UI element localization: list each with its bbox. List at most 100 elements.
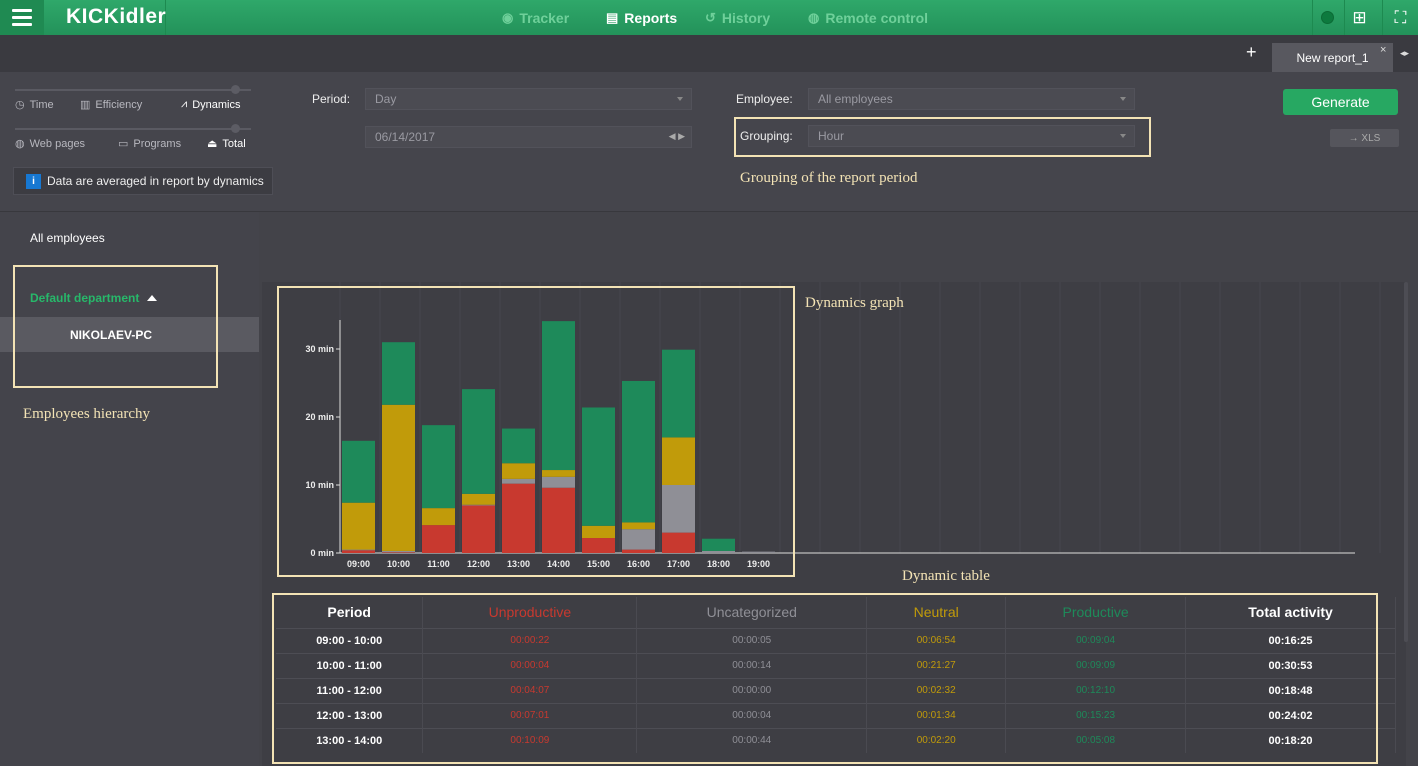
employee-select[interactable]: All employees — [808, 88, 1135, 110]
logo-area — [44, 0, 166, 35]
add-tab-button[interactable]: + — [1246, 42, 1257, 62]
bar-segment-productive[interactable] — [702, 538, 735, 551]
bar-segment-uncategorized[interactable] — [702, 550, 735, 553]
tree-department[interactable]: Default department — [30, 291, 158, 305]
bar-segment-productive[interactable] — [422, 425, 455, 509]
bar-segment-uncategorized[interactable] — [462, 504, 495, 506]
tree-root-all-employees[interactable]: All employees — [30, 231, 105, 245]
nav-history[interactable]: ↺ History — [705, 9, 771, 26]
tab-new-report[interactable]: New report_1 — [1272, 43, 1393, 72]
bar-segment-uncategorized[interactable] — [662, 485, 695, 533]
table-row[interactable]: 10:00 - 11:00 00:00:04 00:00:14 00:21:27 00:… — [276, 652, 1396, 678]
bar-segment-uncategorized[interactable] — [382, 550, 415, 553]
table-row[interactable]: 11:00 - 12:00 00:04:07 00:00:00 00:02:32 00:… — [276, 677, 1396, 703]
table-annotation: Dynamic table — [902, 568, 990, 584]
table-row[interactable]: 13:00 - 14:00 00:10:09 00:00:44 00:02:20 00:… — [276, 727, 1396, 753]
table-cell: 00:09:04 — [1005, 627, 1187, 653]
bar-segment-productive[interactable] — [502, 428, 535, 464]
report-type-dynamics[interactable]: ⩘ Dynamics — [181, 98, 241, 111]
bar-segment-unproductive[interactable] — [622, 549, 655, 553]
report-type-time[interactable]: ◷ Time — [15, 98, 54, 112]
bar-segment-neutral[interactable] — [662, 437, 695, 485]
bar-segment-productive[interactable] — [462, 389, 495, 494]
report-type-efficiency[interactable]: ▥ Efficiency — [80, 98, 143, 112]
nav-tracker[interactable]: ◉ Tracker — [502, 9, 570, 26]
bar-segment-uncategorized[interactable] — [502, 478, 535, 484]
table-row[interactable]: 12:00 - 13:00 00:07:01 00:00:04 00:01:34 00:… — [276, 702, 1396, 728]
table-header-period[interactable]: Period — [276, 597, 424, 628]
bar-segment-unproductive[interactable] — [502, 483, 535, 553]
hierarchy-annotation-box — [13, 265, 218, 388]
y-tick-label: 10 min — [305, 480, 334, 490]
bar-segment-unproductive[interactable] — [342, 550, 375, 553]
close-tab-icon[interactable]: × — [1380, 44, 1387, 56]
table-header-total-activity[interactable]: Total activity — [1185, 597, 1396, 628]
data-type-total[interactable]: ⏏ Total — [207, 137, 246, 151]
bar-segment-uncategorized[interactable] — [622, 529, 655, 550]
bar-segment-productive[interactable] — [662, 349, 695, 438]
generate-button[interactable]: Generate — [1283, 89, 1398, 115]
averaging-info-note: i Data are averaged in report by dynamics — [13, 167, 273, 195]
y-tick-label: 30 min — [305, 344, 334, 354]
bar-segment-neutral[interactable] — [342, 502, 375, 550]
table-header-neutral[interactable]: Neutral — [866, 597, 1007, 628]
table-cell: 00:00:44 — [636, 727, 868, 753]
table-cell: 00:00:22 — [422, 627, 638, 653]
table-cell: 00:18:48 — [1185, 677, 1396, 703]
menu-icon[interactable] — [0, 0, 44, 35]
data-type-slider-knob[interactable] — [231, 124, 240, 133]
bar-segment-neutral[interactable] — [422, 508, 455, 526]
bar-segment-unproductive[interactable] — [542, 487, 575, 553]
table-cell: 00:05:08 — [1005, 727, 1187, 753]
bar-segment-productive[interactable] — [382, 342, 415, 405]
collapse-triangle-icon[interactable] — [147, 295, 158, 301]
nav-reports[interactable]: ▤ Reports — [606, 9, 678, 26]
data-type-web-pages[interactable]: ◍ Web pages — [15, 137, 86, 151]
bar-segment-productive[interactable] — [582, 407, 615, 526]
bar-segment-neutral[interactable] — [542, 470, 575, 477]
document-icon: ▤ — [606, 9, 619, 25]
table-cell: 13:00 - 14:00 — [276, 727, 424, 753]
table-header-unproductive[interactable]: Unproductive — [422, 597, 638, 628]
x-tick-label: 13:00 — [507, 559, 530, 569]
bar-segment-neutral[interactable] — [582, 525, 615, 539]
bar-segment-productive[interactable] — [622, 380, 655, 523]
table-header-uncategorized[interactable]: Uncategorized — [636, 597, 868, 628]
dynamics-chart: 0 min 10 min 20 min 30 min 09:00 10:00 11:00 12… — [305, 282, 1381, 569]
bar-segment-unproductive[interactable] — [422, 525, 455, 553]
bar-segment-uncategorized[interactable] — [742, 551, 775, 553]
bar-segment-unproductive[interactable] — [582, 538, 615, 553]
bar-segment-unproductive[interactable] — [662, 532, 695, 553]
bar-segment-productive[interactable] — [542, 321, 575, 471]
bar-segment-neutral[interactable] — [382, 404, 415, 551]
grouping-select[interactable]: Hour — [808, 125, 1135, 147]
new-window-button[interactable]: ⊞ — [1344, 0, 1374, 35]
data-type-programs[interactable]: ▭ Programs — [118, 137, 182, 151]
nav-remote-control[interactable]: ◍ Remote control — [808, 9, 929, 26]
tree-employee-nikolaev-pc[interactable]: NIKOLAEV-PC — [0, 317, 259, 352]
table-header-productive[interactable]: Productive — [1005, 597, 1187, 628]
fullscreen-button[interactable]: ⛶ — [1382, 0, 1418, 35]
bar-segment-neutral[interactable] — [462, 493, 495, 505]
bar-segment-productive[interactable] — [342, 440, 375, 503]
bar-segment-uncategorized[interactable] — [342, 549, 375, 551]
table-cell: 00:15:23 — [1005, 702, 1187, 728]
tab-scroll-arrows-icon[interactable]: ◂▸ — [1400, 48, 1410, 58]
bar-segment-unproductive[interactable] — [462, 505, 495, 553]
bar-segment-uncategorized[interactable] — [542, 476, 575, 488]
table-cell: 10:00 - 11:00 — [276, 652, 424, 678]
export-xls-button[interactable]: → XLS — [1330, 129, 1399, 147]
bar-segment-neutral[interactable] — [502, 463, 535, 479]
bar-segment-unproductive[interactable] — [382, 552, 415, 553]
vertical-scrollbar[interactable] — [1404, 282, 1408, 642]
table-row[interactable]: 09:00 - 10:00 00:00:22 00:00:05 00:06:54 00:… — [276, 627, 1396, 653]
tray-icon: ⏏ — [207, 138, 218, 150]
line-chart-icon: ⩘ — [181, 98, 188, 110]
date-picker[interactable]: 06/14/2017 ◀ ▶ — [365, 126, 692, 148]
bar-segment-neutral[interactable] — [622, 522, 655, 530]
x-tick-label: 15:00 — [587, 559, 610, 569]
report-type-slider-knob[interactable] — [231, 85, 240, 94]
date-prev-next-arrows-icon[interactable]: ◀ ▶ — [668, 131, 685, 141]
period-select[interactable]: Day — [365, 88, 692, 110]
status-indicator[interactable] — [1312, 0, 1342, 35]
